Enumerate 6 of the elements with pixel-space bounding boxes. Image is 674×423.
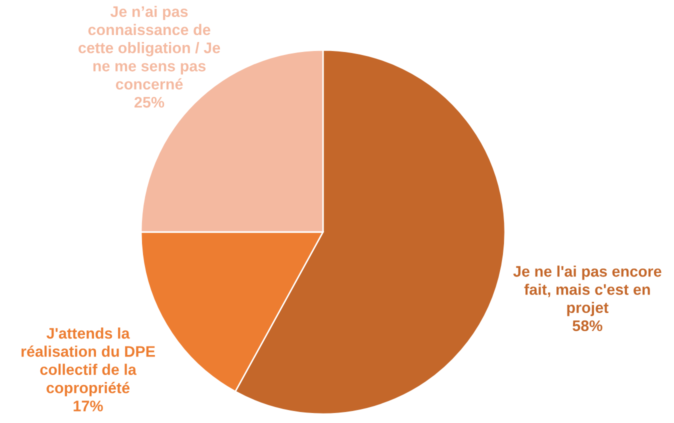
slice-label: Je n’ai pas connaissance de cette obligation / Je ne me sens pas concerné: [78, 6, 220, 90]
slice-label: Je ne l'ai pas encore fait, mais c'est en projet: [513, 266, 662, 316]
slice-label: J'attends la réalisation du DPE collectif de la copropriété: [22, 328, 155, 396]
data-label: 25%: [134, 96, 164, 108]
data-label: 58%: [572, 320, 602, 332]
data-label: 17%: [74, 400, 103, 412]
